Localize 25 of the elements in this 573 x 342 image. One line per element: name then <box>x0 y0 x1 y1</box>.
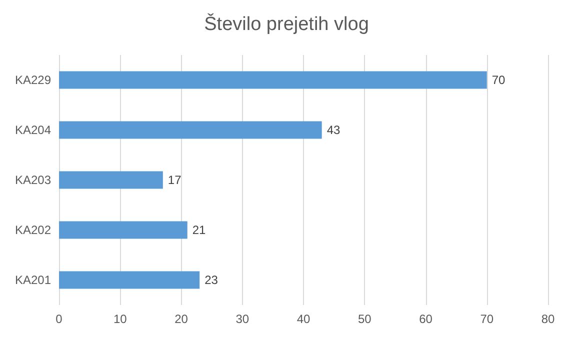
x-tick-label: 80 <box>541 312 555 326</box>
x-tick-label: 50 <box>358 312 372 326</box>
x-tick-label: 60 <box>419 312 433 326</box>
data-label: 43 <box>326 123 341 137</box>
data-label: 23 <box>204 273 218 287</box>
y-tick-label: KA202 <box>14 223 52 237</box>
data-label: 17 <box>168 173 182 187</box>
data-label: 70 <box>492 73 506 87</box>
y-tick-label: KA204 <box>14 123 52 137</box>
bar <box>59 221 188 239</box>
data-label: 21 <box>192 223 206 237</box>
y-tick-label: KA229 <box>14 73 52 87</box>
x-tick-label: 10 <box>113 312 128 326</box>
x-tick-label: 20 <box>174 312 188 326</box>
chart-title: Število prejetih vlog <box>204 13 369 35</box>
x-tick-label: 70 <box>480 312 494 326</box>
bar <box>59 121 322 139</box>
x-tick-label: 30 <box>236 312 250 326</box>
y-tick-label: KA203 <box>14 173 52 187</box>
x-tick-label: 0 <box>56 312 63 326</box>
bar <box>59 271 200 289</box>
y-tick-label: KA201 <box>14 273 52 287</box>
bar <box>59 171 163 189</box>
x-tick-label: 40 <box>296 312 310 326</box>
bar <box>59 71 487 89</box>
